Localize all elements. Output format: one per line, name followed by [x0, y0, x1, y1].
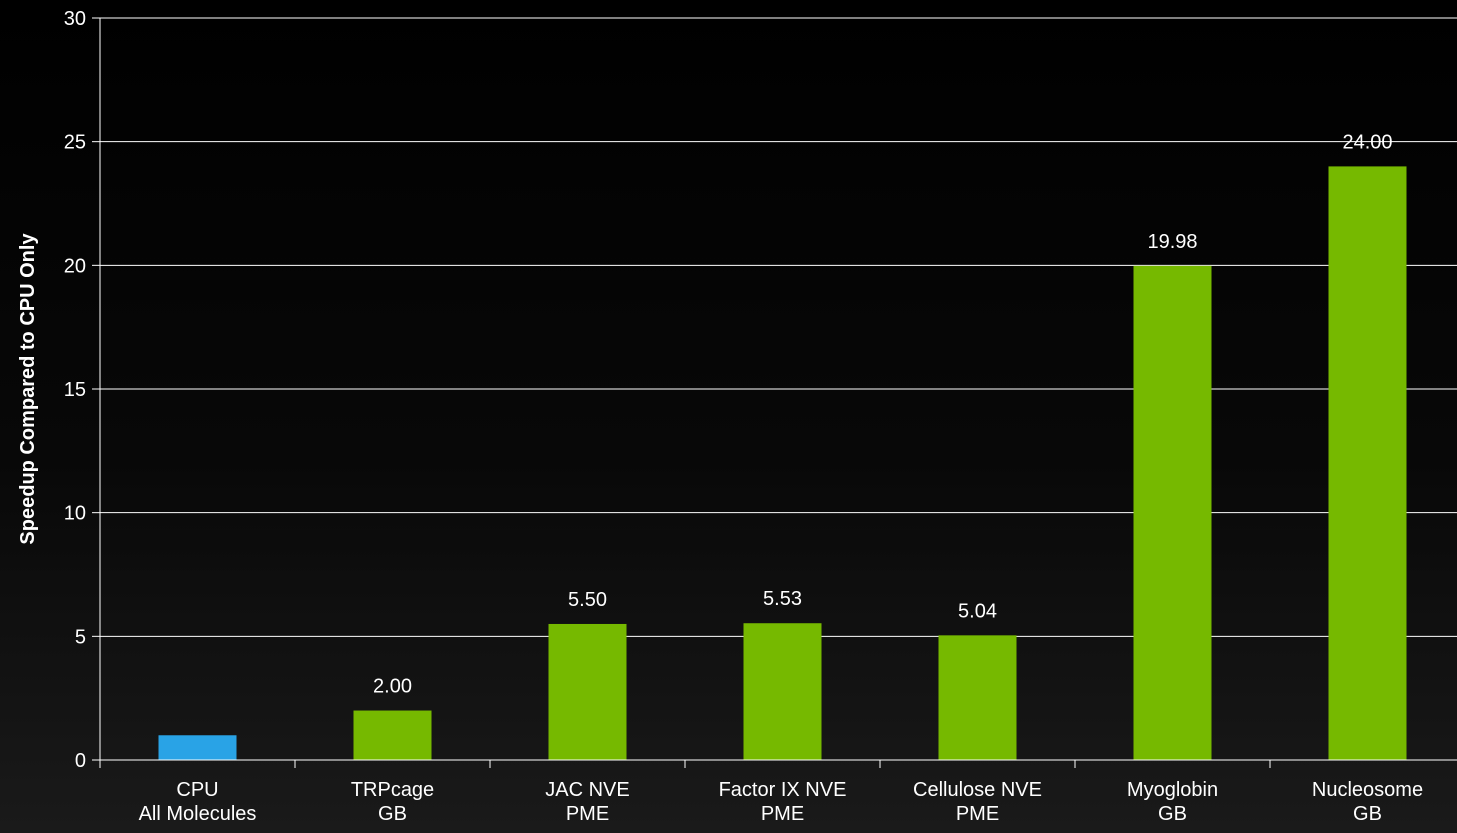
data-label: 2.00	[373, 676, 412, 698]
y-tick-label: 20	[64, 255, 86, 277]
data-label: 5.04	[958, 600, 997, 622]
labels: 0 5 10 15 20 25 30 CPU All Molecules TRPcage GB 2.0…	[64, 8, 1423, 825]
x-tick-label: Cellulose NVE PME	[913, 779, 1042, 825]
bar	[743, 623, 822, 760]
y-tick-label: 30	[64, 8, 86, 30]
x-tick-label: Nucleosome GB	[1312, 779, 1423, 825]
y-tick-label: 0	[75, 750, 86, 772]
axes	[92, 17, 1457, 768]
y-tick-label: 15	[64, 379, 86, 401]
y-tick-label: 10	[64, 503, 86, 525]
bars	[158, 166, 1407, 760]
y-tick-label: 5	[75, 626, 86, 648]
y-axis-title: Speedup Compared to CPU Only	[17, 233, 39, 545]
data-label: 19.98	[1147, 231, 1197, 253]
data-label: 5.53	[763, 588, 802, 610]
bar	[1328, 166, 1407, 760]
data-label: 5.50	[568, 589, 607, 611]
x-tick-label: TRPcage GB	[351, 779, 434, 825]
bar	[548, 623, 627, 760]
y-tick-label: 25	[64, 132, 86, 154]
bar	[938, 635, 1017, 760]
bar	[158, 735, 237, 760]
gridlines	[100, 17, 1457, 637]
bar	[353, 710, 432, 760]
data-label: 24.00	[1342, 131, 1392, 153]
bar	[1133, 265, 1212, 760]
x-tick-label: Factor IX NVE PME	[719, 779, 847, 825]
x-tick-label: CPU All Molecules	[139, 779, 257, 825]
x-tick-label: Myoglobin GB	[1127, 779, 1218, 825]
x-tick-label: JAC NVE PME	[545, 779, 629, 825]
